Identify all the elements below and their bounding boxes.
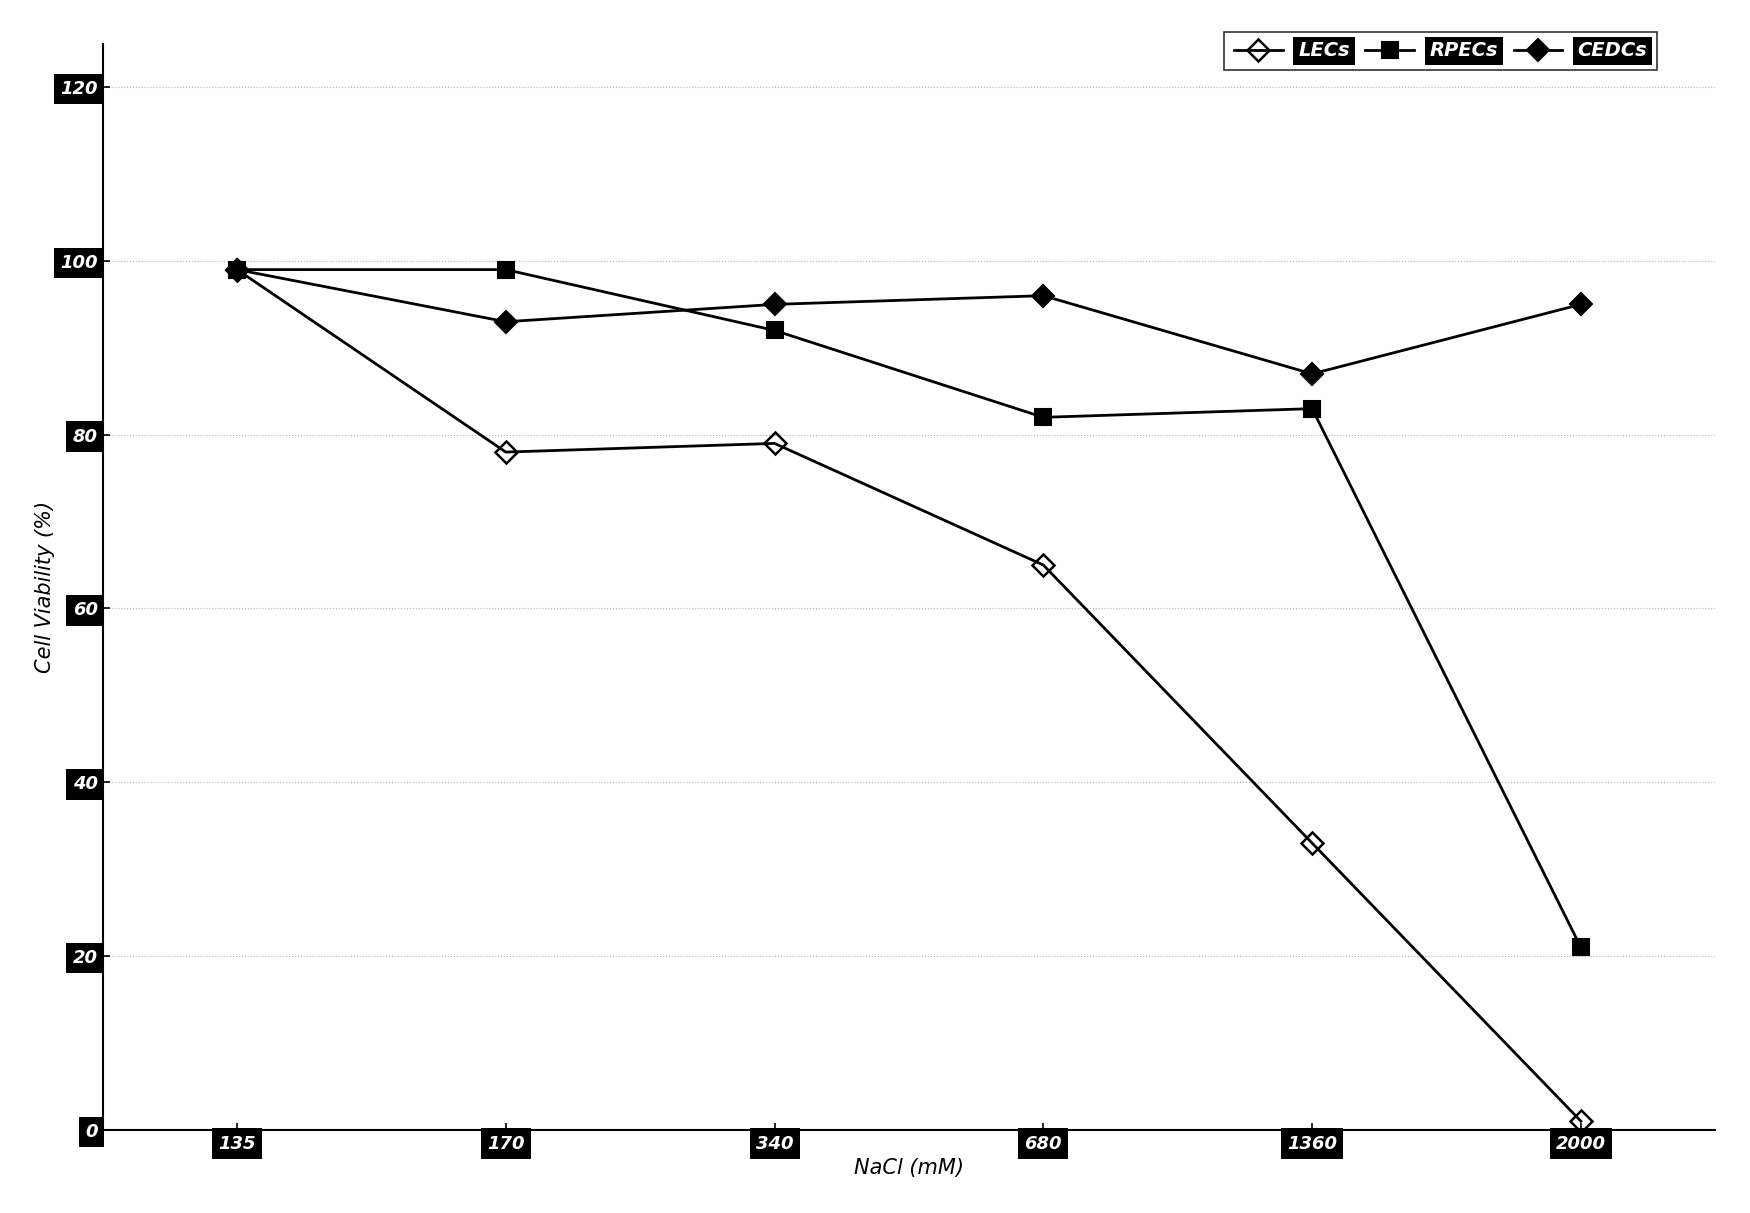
CEDCs [1032,289,1054,303]
LECs [226,262,247,277]
Y-axis label: Cell Viability (%): Cell Viability (%) [35,501,54,673]
X-axis label: NaCl (mM): NaCl (mM) [854,1158,964,1178]
RPECs [765,323,786,337]
RPECs [226,262,247,277]
RPECs [1302,402,1323,416]
LECs [1302,836,1323,850]
CEDCs [765,297,786,312]
CEDCs [1570,297,1591,312]
LECs [1570,1114,1591,1128]
CEDCs [495,314,516,329]
LECs [765,437,786,451]
RPECs [1032,410,1054,425]
LECs [1032,558,1054,573]
CEDCs [1302,366,1323,381]
CEDCs [226,262,247,277]
RPECs [1570,940,1591,955]
Legend: LECs, RPECs, CEDCs: LECs, RPECs, CEDCs [1225,32,1657,70]
Line: CEDCs: CEDCs [229,262,1589,382]
RPECs [495,262,516,277]
LECs [495,445,516,460]
Line: RPECs: RPECs [229,262,1589,955]
Line: LECs: LECs [229,262,1589,1129]
